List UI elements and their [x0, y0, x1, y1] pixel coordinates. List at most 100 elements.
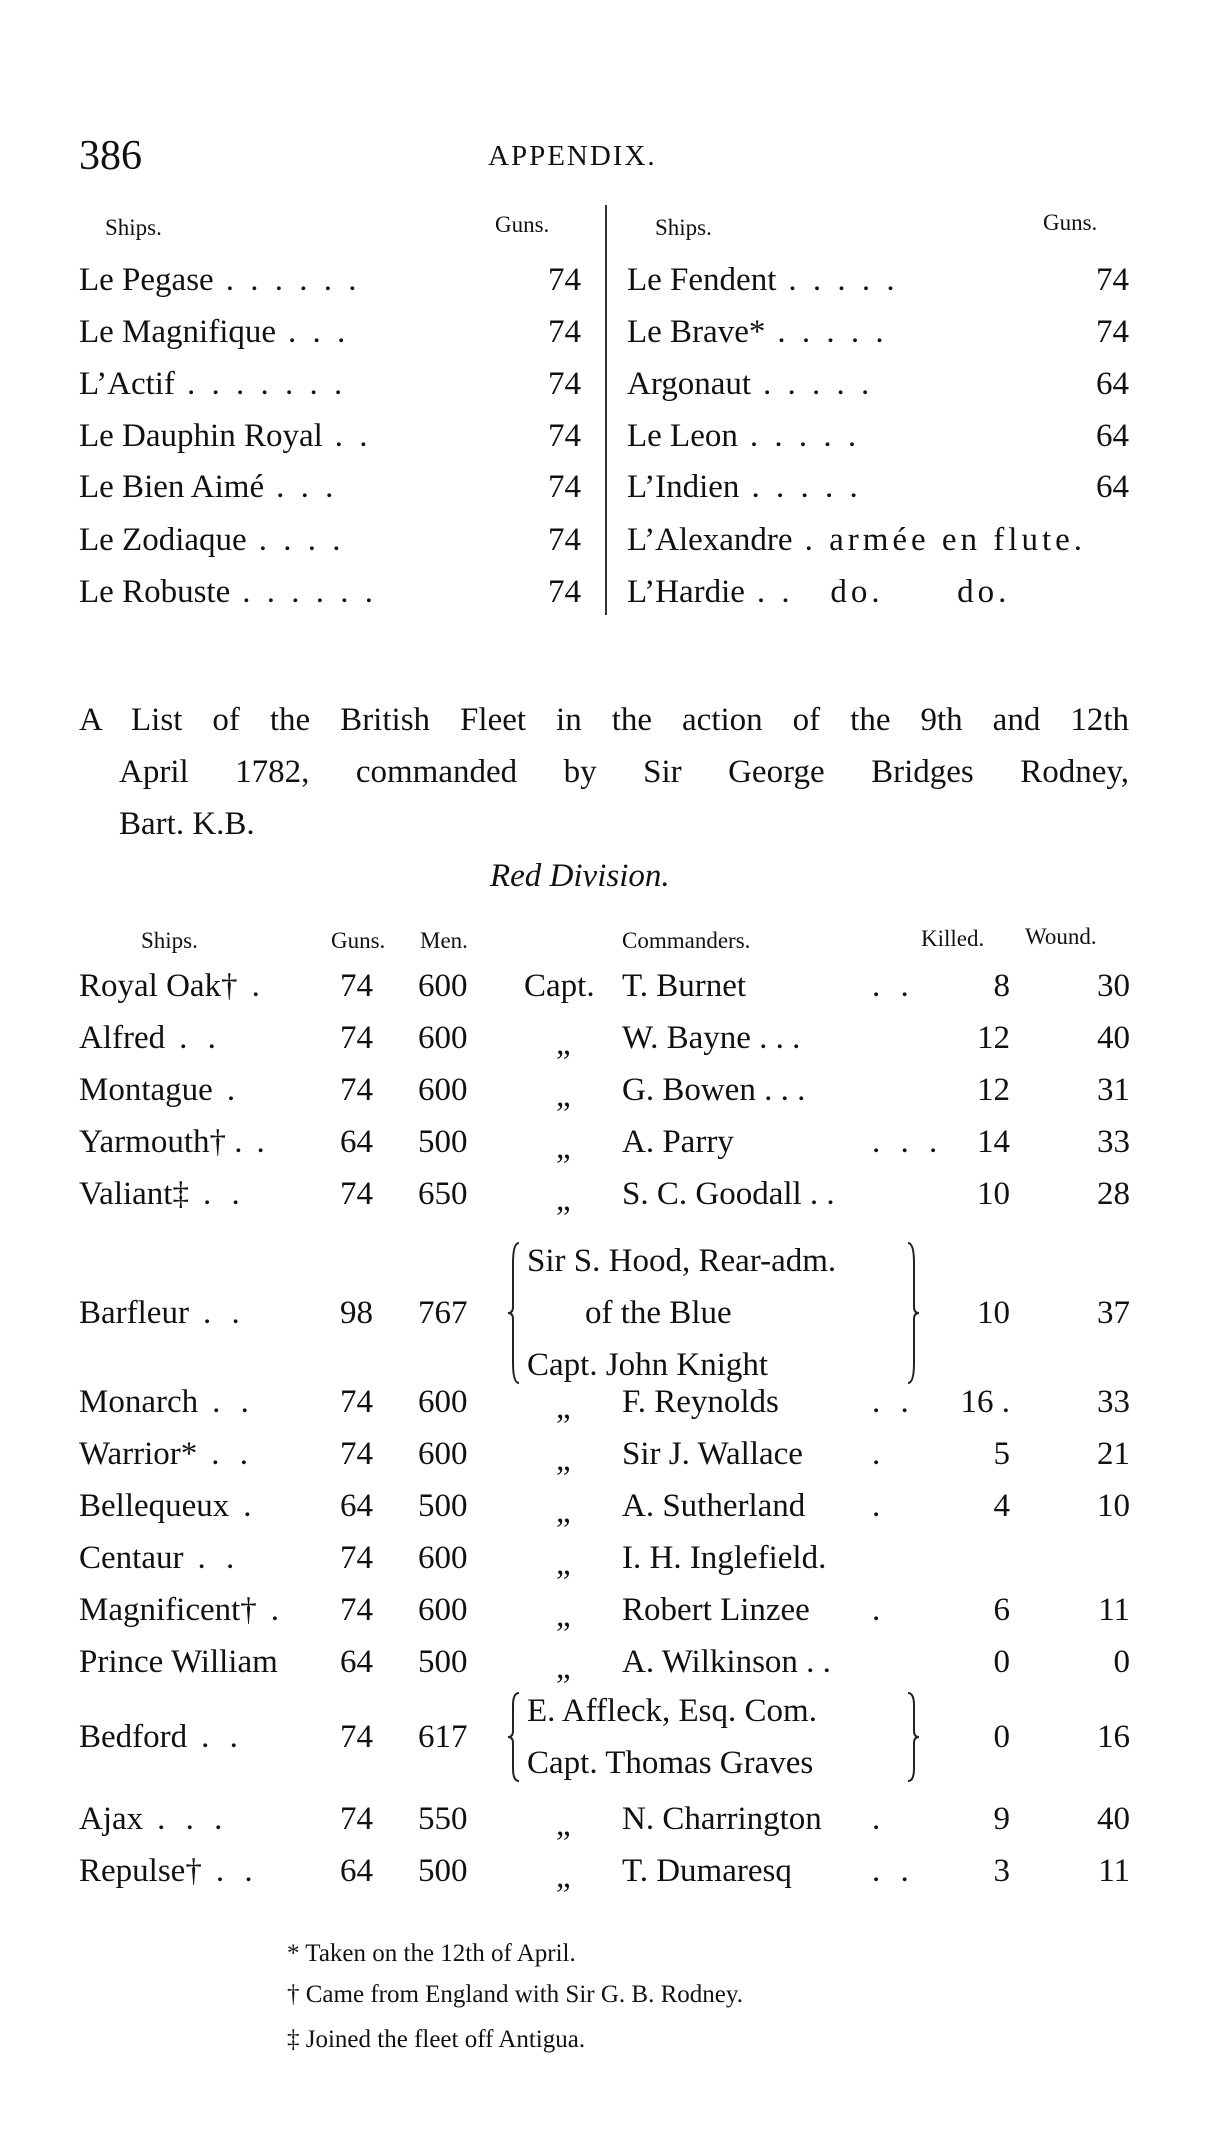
ship-label: Royal Oak† [79, 968, 238, 1004]
wounded-value: 0 [1113, 1644, 1131, 1680]
ditto-mark: „ [556, 1078, 571, 1114]
men-value: 550 [418, 1801, 468, 1837]
killed-value: 12 [977, 1020, 1010, 1056]
ship-label: Le Brave* [627, 314, 766, 350]
table-row: Le Pegase . . . . . . 74 [0, 254, 1231, 306]
left-brace-icon [507, 1242, 520, 1384]
dot-leader: . . [201, 1719, 244, 1755]
ship-label: Le Bien Aimé [79, 469, 265, 505]
ship-label: Le Zodiaque [79, 522, 247, 558]
commander-name: G. Bowen . . . [622, 1072, 806, 1108]
guns-value: 74 [548, 574, 581, 610]
dot-leader: . . do. do. [756, 574, 1011, 610]
dot-leader: . . . [276, 469, 338, 505]
ditto-mark: „ [556, 1859, 571, 1895]
guns-value: 74 [340, 1801, 373, 1837]
ship-name: Barfleur . . [79, 1294, 246, 1332]
table-row: Le Magnifique . . . 74 [0, 306, 1231, 358]
men-value: 500 [418, 1488, 468, 1524]
guns-value: 74 [340, 1592, 373, 1628]
table-row: Repulse† . . 64 500 „ T. Dumaresq . . 3 11 [0, 1845, 1231, 1897]
ditto-mark: „ [556, 1182, 571, 1218]
ship-name: Bellequeux. [79, 1487, 258, 1525]
dot-leader: . [226, 1072, 242, 1108]
ship-name: Magnificent†. [79, 1591, 285, 1629]
ship-name: Ajax . . . [79, 1800, 228, 1838]
dot-leader: . [872, 1488, 887, 1524]
men-value: 650 [418, 1176, 468, 1212]
ship-label: Prince William [79, 1644, 278, 1680]
table-row: Alfred . . 74 600 „ W. Bayne . . . 12 40 [0, 1012, 1231, 1064]
commander-line: Capt. John Knight [527, 1347, 769, 1383]
ship-name: L’Hardie . . do. do. [627, 573, 1010, 611]
men-value: 600 [418, 1072, 468, 1108]
table-row: Le Brave* . . . . . 74 [0, 306, 1231, 358]
ship-label: Le Leon [627, 418, 738, 454]
commander-line: Capt. Thomas Graves [527, 1745, 814, 1781]
ship-name: Yarmouth† .. [79, 1123, 271, 1161]
right-brace-icon [907, 1242, 920, 1384]
wounded-value: 30 [1097, 968, 1130, 1004]
table-row: Montague. 74 600 „ G. Bowen . . . 12 31 [0, 1064, 1231, 1116]
ditto-mark: „ [556, 1807, 571, 1843]
ship-name: Le Bien Aimé . . . [79, 468, 337, 506]
guns-value: 74 [340, 1719, 373, 1755]
col-header-ships: Ships. [655, 215, 712, 240]
commander-name: A. Parry [622, 1124, 734, 1160]
table-row: Bellequeux. 64 500 „ A. Sutherland. 4 10 [0, 1480, 1231, 1532]
wounded-value: 40 [1097, 1801, 1130, 1837]
table-row: L’Alexandre . armée en flute. [0, 514, 1231, 566]
ship-name: Alfred . . [79, 1019, 222, 1057]
ship-label: L’Alexandre [627, 522, 793, 558]
ship-label: Le Fendent [627, 262, 777, 298]
guns-value: 74 [340, 1540, 373, 1576]
ship-name: Centaur . . [79, 1539, 240, 1577]
dot-leader: . . . . . [751, 469, 862, 505]
dot-leader: . [256, 1124, 271, 1160]
dot-leader: . . . . . . [242, 574, 377, 610]
ditto-mark: „ [556, 1390, 571, 1426]
guns-value: 74 [1096, 314, 1129, 350]
ship-name: L’Actif . . . . . . . [79, 365, 346, 403]
guns-value: 74 [548, 314, 581, 350]
running-title: APPENDIX. [488, 140, 657, 172]
col-header-ships: Ships. [141, 928, 198, 953]
guns-value: 64 [340, 1488, 373, 1524]
wounded-value: 11 [1098, 1853, 1130, 1889]
table-row: L’Hardie . . do. do. [0, 566, 1231, 618]
killed-value: 10 [977, 1176, 1010, 1212]
ship-name: Le Dauphin Royal . . [79, 417, 372, 455]
commander-name: T. Burnet [622, 968, 747, 1004]
dot-leader: . . . [157, 1801, 229, 1837]
killed-value: 5 [993, 1436, 1011, 1472]
dot-leader: . armée en flute. [804, 522, 1087, 558]
ship-name: Le Pegase . . . . . . [79, 261, 360, 299]
table-row: Le Dauphin Royal . . 74 [0, 410, 1231, 462]
commander-line: of the Blue [585, 1295, 732, 1331]
commander-title: Capt. [524, 968, 595, 1004]
ship-label: Montague [79, 1072, 213, 1108]
dot-leader: . . [334, 418, 372, 454]
men-value: 600 [418, 1436, 468, 1472]
col-header-guns: Guns. [1043, 210, 1098, 235]
footnote: * Taken on the 12th of April. [287, 1940, 576, 1967]
wounded-value: 33 [1097, 1384, 1130, 1420]
ship-label: Yarmouth† . [79, 1124, 243, 1160]
commander-name: A. Wilkinson . . [622, 1644, 831, 1680]
ship-label: L’Hardie [627, 574, 745, 610]
col-header-ships: Ships. [105, 215, 162, 240]
killed-value: 9 [993, 1801, 1011, 1837]
guns-value: 74 [340, 968, 373, 1004]
table-row: Yarmouth† .. 64 500 „ A. Parry . . . 14 33 [0, 1116, 1231, 1168]
ship-label: Bellequeux [79, 1488, 230, 1524]
ship-label: Bedford [79, 1719, 188, 1755]
ship-label: Le Robuste [79, 574, 231, 610]
table-row: Le Bien Aimé . . . 74 [0, 461, 1231, 513]
dot-leader: . . [872, 1853, 915, 1889]
page-number: 386 [79, 133, 142, 179]
men-value: 500 [418, 1644, 468, 1680]
men-value: 500 [418, 1853, 468, 1889]
ship-name: Le Robuste . . . . . . [79, 573, 377, 611]
footnote: † Came from England with Sir G. B. Rodne… [287, 1981, 743, 2008]
left-brace-icon [507, 1692, 520, 1782]
